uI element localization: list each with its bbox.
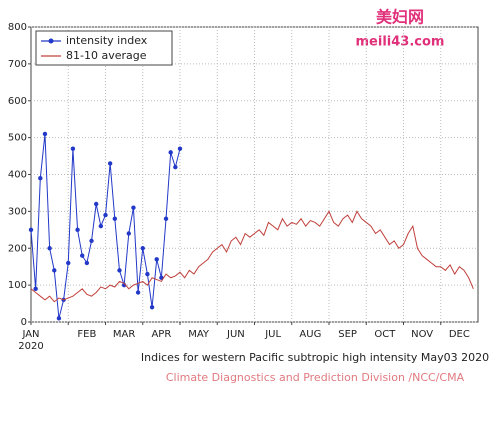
point (66, 260, 71, 266)
point (47, 246, 52, 251)
point (89, 238, 94, 244)
point (98, 223, 104, 229)
point (168, 150, 173, 155)
point (75, 227, 80, 233)
point (149, 305, 155, 310)
point (56, 316, 62, 321)
x-tick-label: DEC (449, 329, 470, 340)
credit: Climate Diagnostics and Prediction Divis… (166, 371, 465, 384)
x-tick-label: MAR (113, 329, 135, 340)
point (126, 231, 131, 236)
legend-marker (48, 38, 54, 44)
point (93, 201, 99, 207)
x-tick-label: OCT (374, 329, 396, 340)
y-tick-label: 800 (8, 22, 27, 33)
point (33, 286, 38, 292)
y-tick-label: 400 (8, 170, 27, 181)
x-tick-label: FEB (77, 329, 96, 340)
x-sublabel: 2020 (18, 341, 43, 352)
x-tick-label: JUN (226, 329, 245, 340)
point (135, 290, 141, 295)
x-tick-label: NOV (411, 329, 433, 340)
x-tick-label: SEP (338, 329, 357, 340)
point (84, 260, 90, 266)
point (173, 164, 178, 170)
x-tick-label: MAY (188, 329, 210, 340)
x-tick-label: APR (151, 329, 171, 340)
point (145, 271, 150, 277)
point (177, 146, 183, 151)
y-tick-label: 500 (8, 133, 27, 144)
point (80, 253, 85, 258)
point (107, 161, 113, 166)
y-tick-label: 600 (8, 96, 27, 107)
x-tick-label: AUG (299, 329, 321, 340)
point (28, 227, 34, 233)
point (70, 146, 76, 151)
legend-box (35, 30, 173, 66)
point (140, 246, 145, 251)
y-tick-label: 200 (8, 243, 27, 254)
series-line (30, 210, 474, 303)
point (38, 175, 43, 181)
y-tick-label: 700 (8, 59, 27, 70)
watermark-url: meili43.com (356, 35, 445, 50)
point (52, 268, 57, 273)
legend-label: intensity index (66, 34, 148, 47)
point (103, 212, 108, 218)
point (117, 268, 122, 273)
point (112, 216, 118, 221)
point (154, 257, 159, 262)
watermark: 美妇网 (376, 8, 424, 27)
legend-label: 81-10 average (66, 49, 147, 62)
series-line (30, 133, 181, 319)
x-tick-label: JUL (264, 329, 281, 340)
y-tick-label: 300 (8, 206, 27, 217)
point (42, 131, 48, 137)
caption: Indices for western Pacific subtropic hi… (141, 351, 489, 364)
y-tick-label: 0 (21, 317, 27, 328)
y-tick-label: 100 (8, 280, 27, 291)
point (131, 205, 136, 210)
point (163, 216, 169, 221)
x-tick-label: JAN (21, 329, 39, 340)
